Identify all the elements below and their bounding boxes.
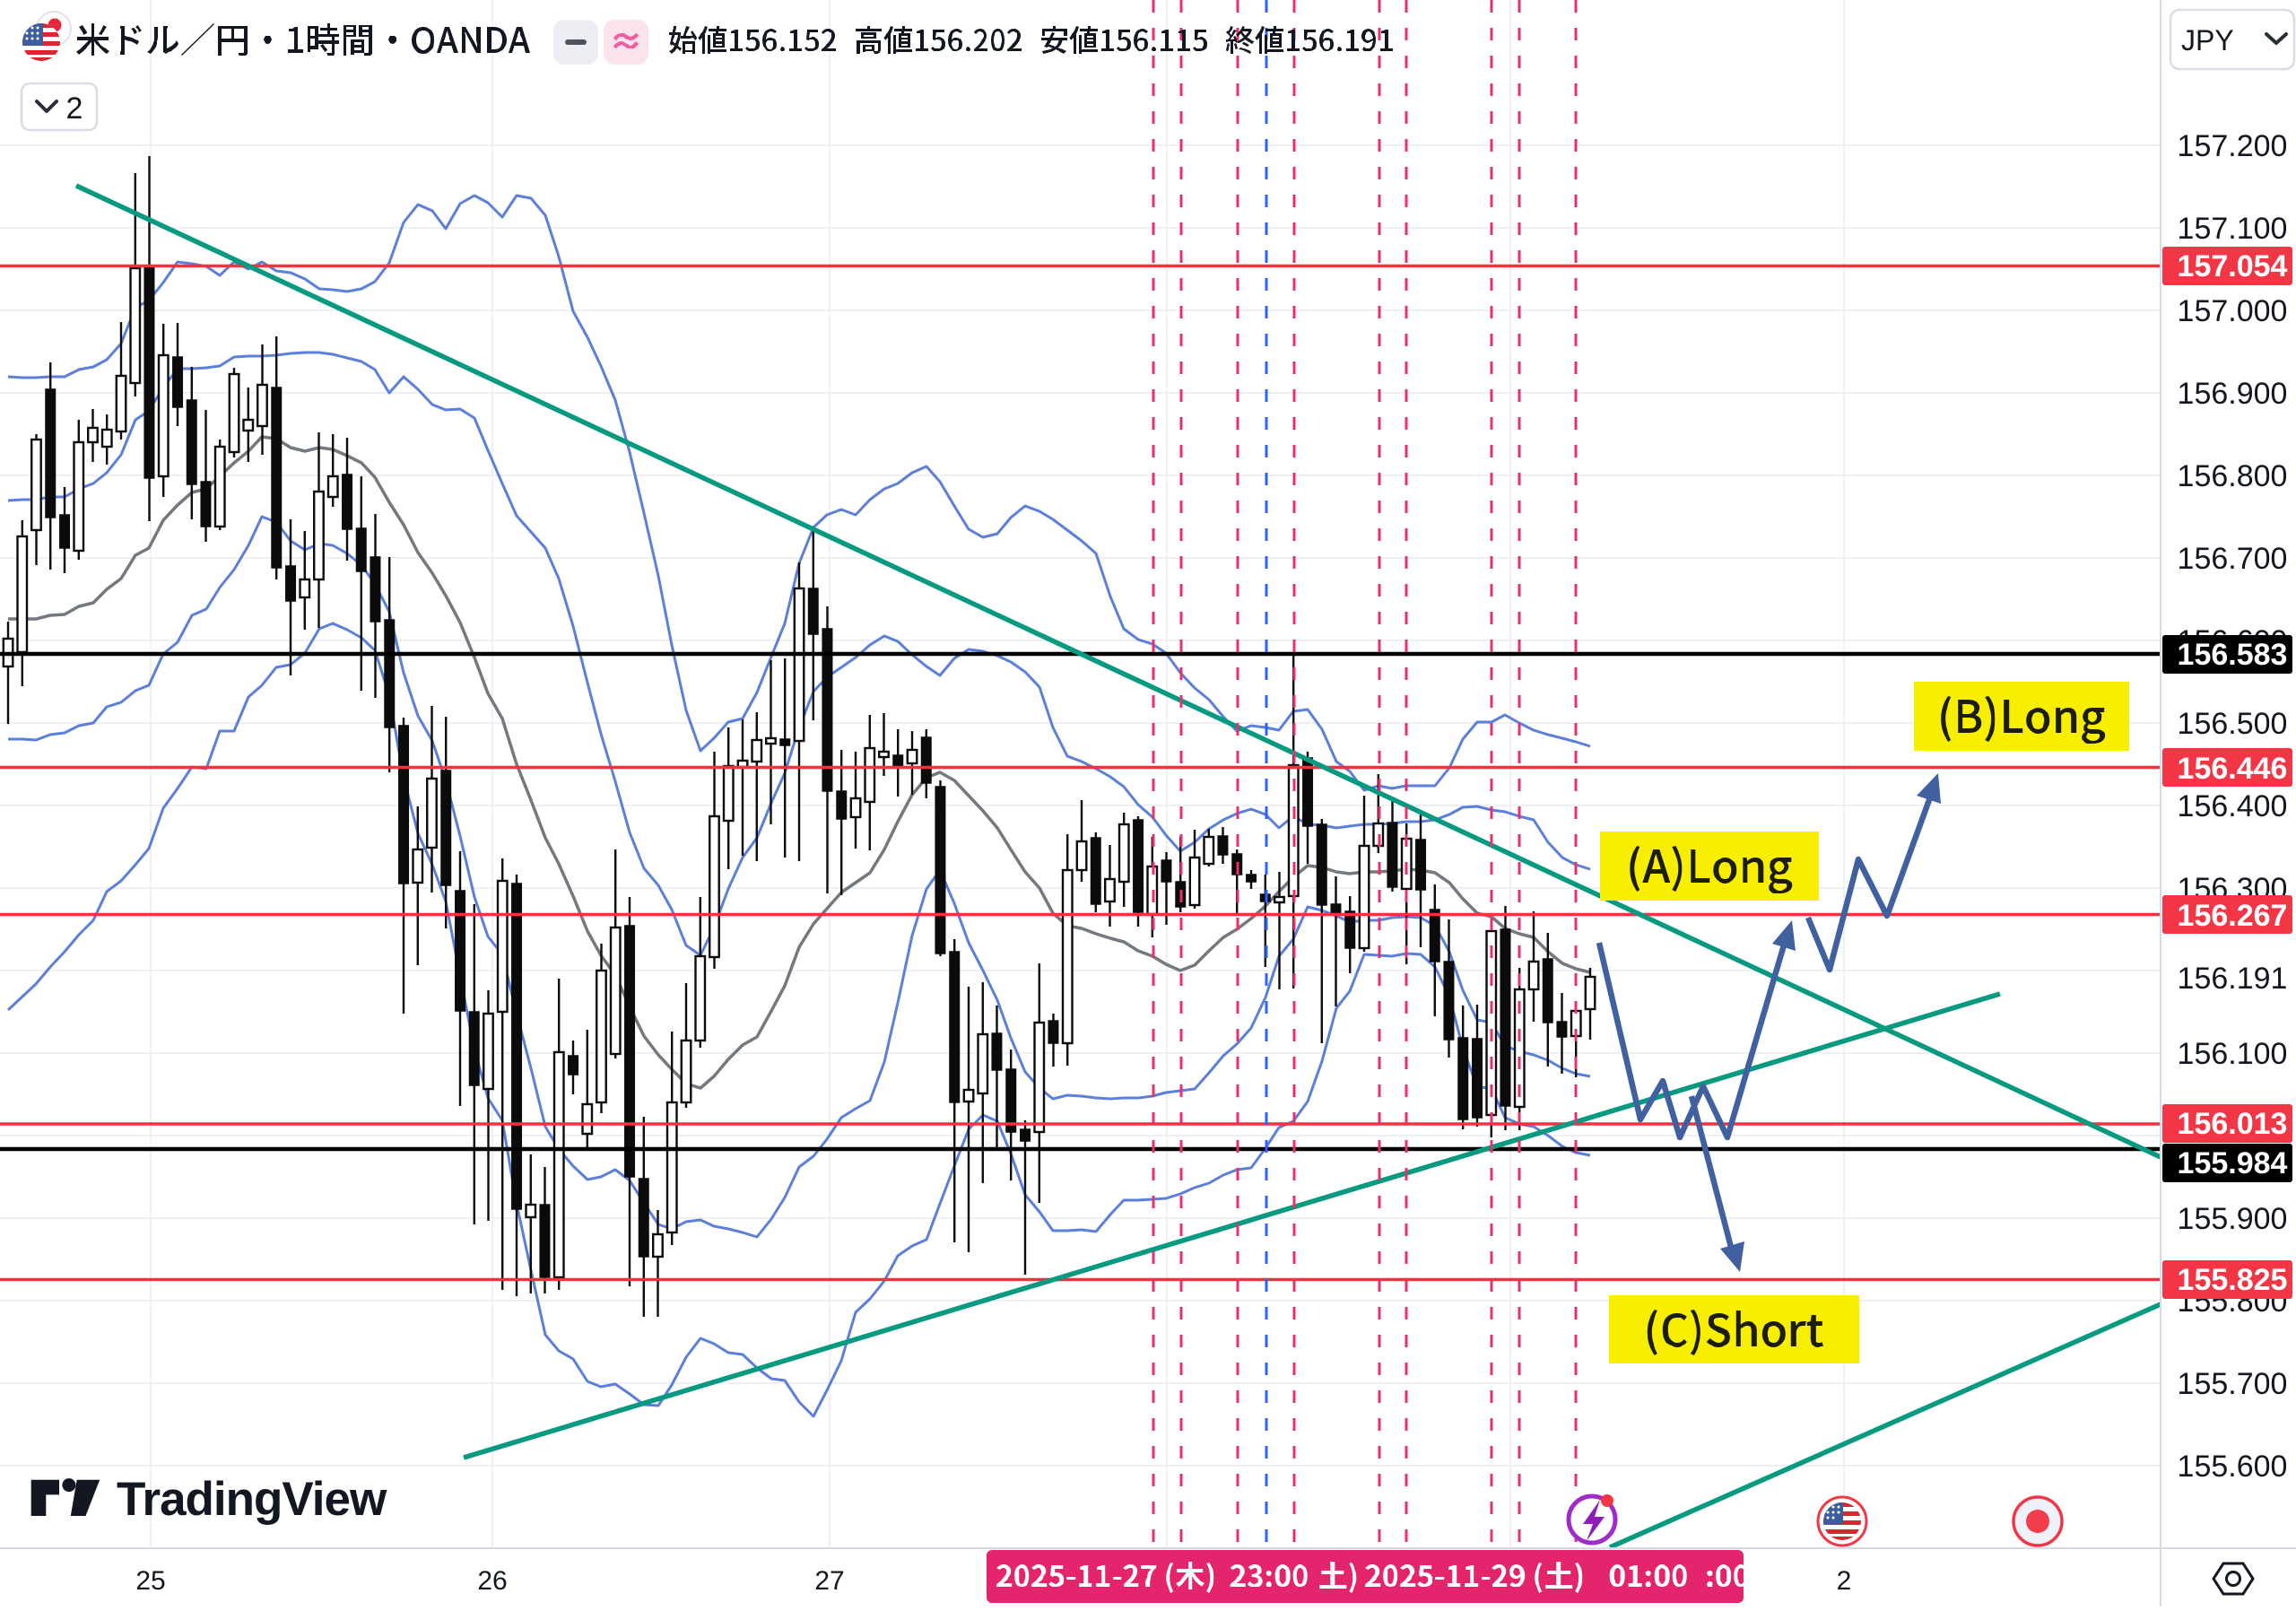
svg-text:156.267: 156.267 — [2178, 899, 2288, 933]
svg-text:156.400: 156.400 — [2178, 789, 2288, 823]
svg-text:157.054: 157.054 — [2178, 249, 2288, 283]
svg-text:156.800: 156.800 — [2178, 459, 2288, 493]
svg-text:27: 27 — [814, 1566, 844, 1596]
svg-text:156.446: 156.446 — [2178, 752, 2288, 786]
svg-text:155.600: 155.600 — [2178, 1450, 2288, 1484]
svg-text:2: 2 — [1837, 1566, 1852, 1596]
svg-text:157.200: 157.200 — [2178, 129, 2288, 163]
svg-text:155.825: 155.825 — [2178, 1263, 2288, 1297]
svg-text:156.900: 156.900 — [2178, 377, 2288, 411]
svg-text:156.500: 156.500 — [2178, 707, 2288, 741]
svg-text:26: 26 — [477, 1566, 507, 1596]
svg-text:156.700: 156.700 — [2178, 542, 2288, 576]
svg-text:155.900: 155.900 — [2178, 1202, 2288, 1236]
svg-text:156.100: 156.100 — [2178, 1037, 2288, 1071]
svg-text:156.013: 156.013 — [2178, 1107, 2288, 1141]
svg-text:155.984: 155.984 — [2178, 1146, 2288, 1180]
svg-text:TradingView: TradingView — [117, 1473, 387, 1526]
svg-text:25: 25 — [135, 1566, 165, 1596]
svg-text:2: 2 — [66, 91, 83, 126]
svg-text:156.583: 156.583 — [2178, 638, 2288, 672]
svg-text:157.000: 157.000 — [2178, 294, 2288, 328]
svg-text:JPY: JPY — [2181, 24, 2234, 57]
svg-text:157.100: 157.100 — [2178, 212, 2288, 246]
svg-text:156.191: 156.191 — [2178, 962, 2288, 996]
svg-text:155.700: 155.700 — [2178, 1367, 2288, 1401]
